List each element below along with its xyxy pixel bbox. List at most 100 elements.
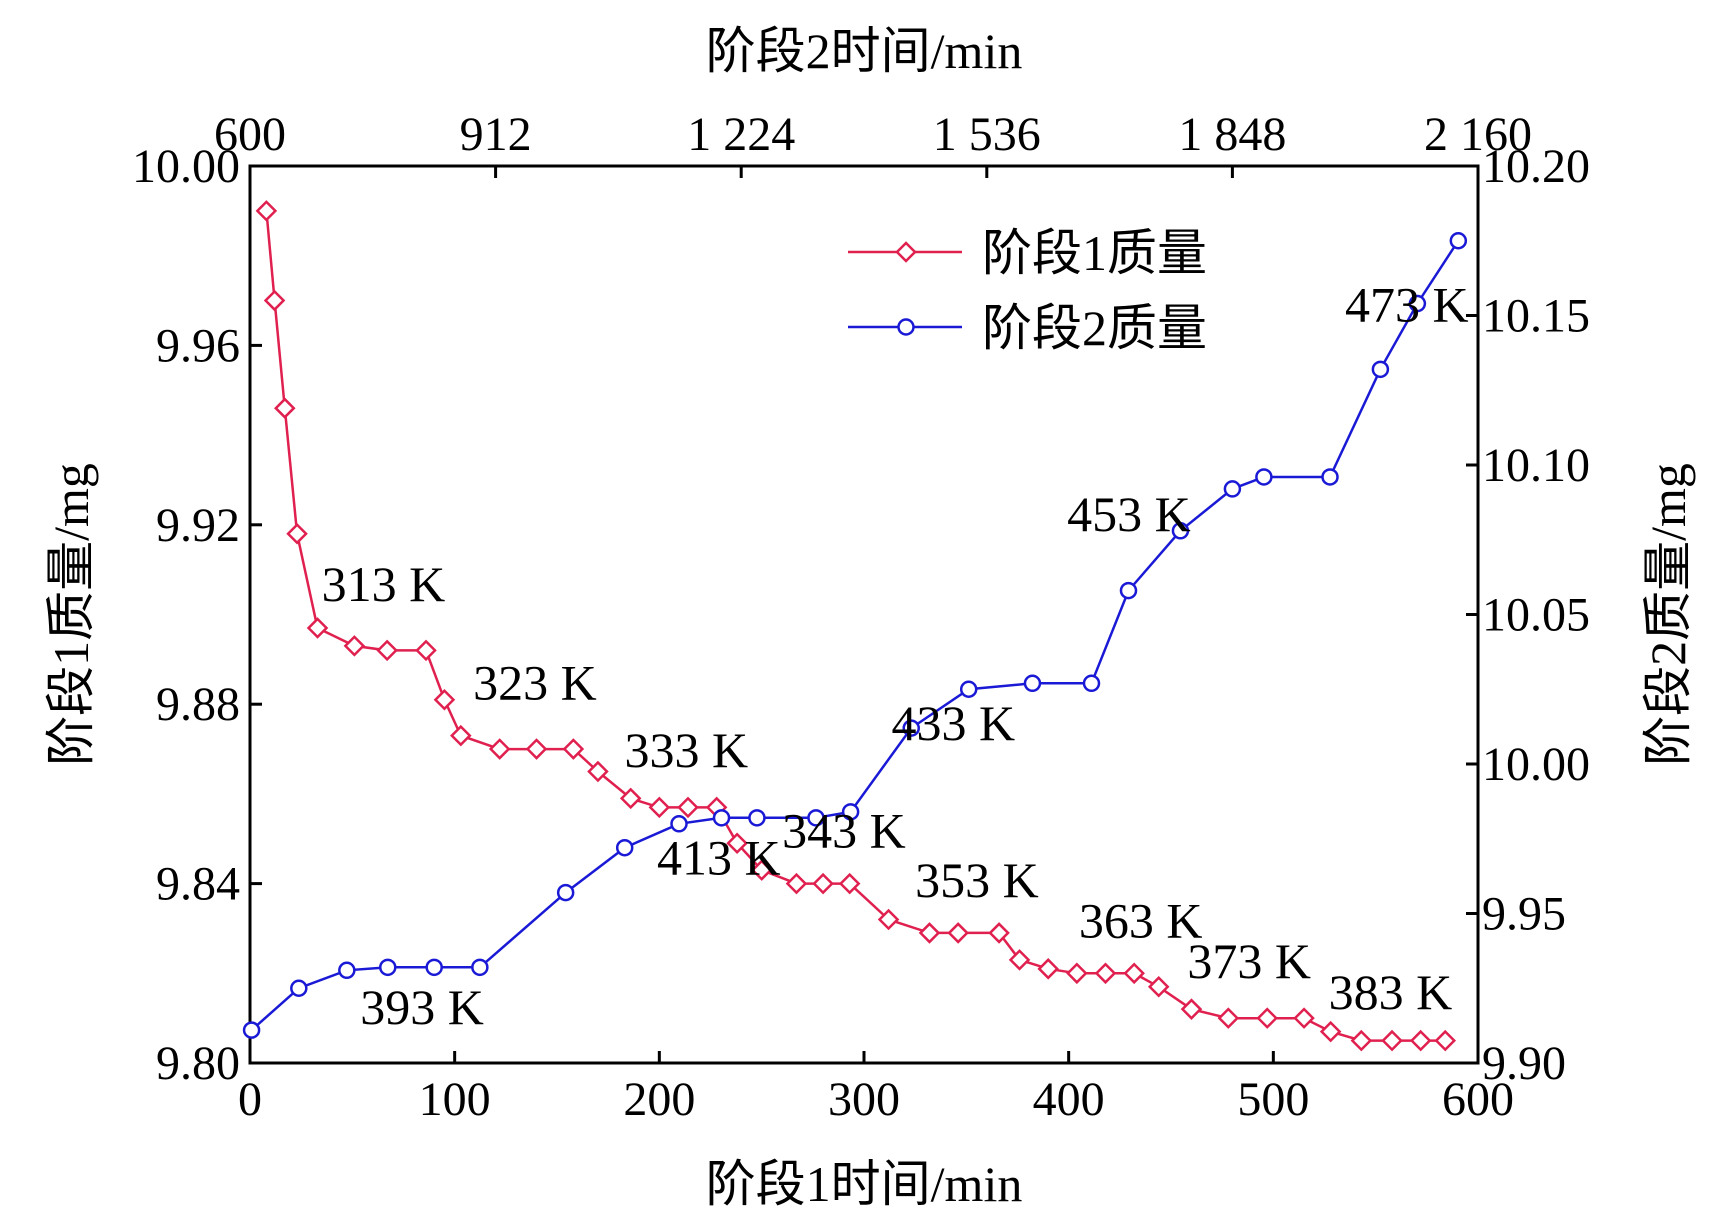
y-left-tick-label: 9.88 [156, 678, 240, 731]
series-layer [242, 200, 1468, 1052]
y-right-axis-title: 阶段2质量/mg [1640, 463, 1696, 766]
series-1-point [255, 200, 278, 222]
series-2-point [1255, 468, 1273, 486]
series-1-point [263, 289, 286, 312]
series-2 [242, 232, 1468, 1039]
y-left-tick-label: 9.84 [156, 858, 240, 911]
temperature-label: 313 K [322, 556, 446, 612]
series-2-point [1023, 674, 1042, 693]
series-2-point [1321, 468, 1339, 486]
series-1-point [488, 738, 511, 760]
x-top-tick-label: 2 160 [1424, 108, 1532, 161]
x-bottom-tick-label: 200 [623, 1073, 695, 1126]
y-right-tick-label: 10.10 [1482, 439, 1590, 492]
series-1-point [1293, 1007, 1315, 1029]
series-1-point [1037, 958, 1059, 980]
series-1-point [750, 859, 773, 881]
series-1-point [376, 639, 398, 662]
series-1-point [1434, 1029, 1457, 1052]
x-bottom-tick-label: 300 [828, 1073, 900, 1126]
series-1-point [306, 617, 329, 639]
series-1-point [677, 796, 699, 819]
y-right-tick-label: 10.00 [1482, 738, 1590, 791]
plot-frame [248, 164, 1480, 1065]
legend-marker-2 [897, 318, 915, 336]
series-2-point [959, 680, 978, 698]
y-right-tick-label: 10.20 [1482, 140, 1590, 193]
series-1-point [1409, 1029, 1432, 1052]
series-1-point [1123, 962, 1145, 985]
series-1-point [648, 796, 671, 819]
temperature-label: 363 K [1079, 892, 1203, 948]
series-1-point [562, 738, 585, 760]
series-1-point [1256, 1007, 1278, 1029]
series-1-point [433, 688, 456, 711]
series-1-point [1008, 949, 1031, 971]
y-left-tick-label: 9.96 [156, 319, 240, 372]
series-2-point [556, 883, 575, 902]
x-bottom-tick-label: 0 [238, 1073, 262, 1126]
x-top-tick-label: 912 [460, 108, 532, 161]
axes: 0 100 200 300 400 500 600 600 912 1 224 1 536 1 848… [43, 23, 1696, 1212]
x-bottom-axis-title: 阶段1时间/min [706, 1156, 1023, 1212]
series-1-point [838, 872, 861, 895]
series-1-point [988, 922, 1010, 944]
y-left-tick-label: 9.92 [156, 499, 240, 552]
series-1-point [877, 908, 900, 931]
x-top-tick-label: 600 [214, 108, 286, 161]
series-1-point [1180, 998, 1203, 1020]
y-right-tick-label: 10.15 [1482, 290, 1590, 343]
y-right-tick-label: 9.90 [1482, 1037, 1566, 1090]
series-1 [255, 200, 1457, 1052]
temperature-label: 383 K [1329, 964, 1453, 1020]
series-2-point [615, 838, 634, 857]
series-1-point [1147, 975, 1170, 998]
y-left-tick-label: 9.80 [156, 1037, 240, 1090]
series-2-point [242, 1021, 261, 1039]
series-2-point [670, 815, 688, 833]
series-1-point [450, 724, 472, 747]
temperature-label: 323 K [473, 655, 597, 711]
temperature-label: 473 K [1345, 276, 1469, 332]
series-2-point [1449, 232, 1468, 250]
series-2-point [379, 958, 397, 977]
series-1-point [415, 639, 437, 662]
x-bottom-tick-label: 600 [1442, 1073, 1514, 1126]
series-2-point [1082, 674, 1101, 693]
series-1-point [785, 872, 808, 895]
series-1-point [1381, 1029, 1403, 1052]
temperature-label: 453 K [1067, 486, 1191, 542]
x-top-tick-label: 1 848 [1178, 108, 1286, 161]
series-1-point [726, 832, 748, 855]
legend-marker-1 [895, 241, 917, 263]
temperature-label: 333 K [625, 722, 749, 778]
series-2-point [1223, 480, 1242, 498]
series-2-point [807, 809, 825, 827]
temperature-label: 413 K [657, 830, 781, 886]
series-2-point [1408, 294, 1427, 313]
y-left-tick-label: 10.00 [132, 140, 240, 193]
temperature-label: 433 K [892, 695, 1016, 751]
series-2-point [748, 809, 766, 827]
x-bottom-tick-label: 500 [1237, 1073, 1309, 1126]
series-1-point [1066, 962, 1088, 985]
plot-area [248, 164, 1480, 1065]
temperature-label: 373 K [1187, 933, 1311, 989]
series-1-point [1350, 1029, 1373, 1052]
legend-label-1: 阶段1质量 [982, 225, 1207, 281]
temperature-label: 353 K [915, 852, 1039, 908]
series-1-point [812, 872, 834, 895]
series-1-point [1217, 1007, 1240, 1029]
series-2-line [250, 240, 1460, 1032]
series-1-point [1094, 962, 1117, 985]
series-2-point [1119, 581, 1138, 600]
x-top-axis-title: 阶段2时间/min [706, 23, 1023, 79]
series-2-point [338, 961, 356, 980]
series-1-point [918, 922, 941, 944]
series-1-point [619, 787, 642, 810]
series-1-line [265, 210, 1446, 1042]
series-2-point [425, 958, 443, 977]
